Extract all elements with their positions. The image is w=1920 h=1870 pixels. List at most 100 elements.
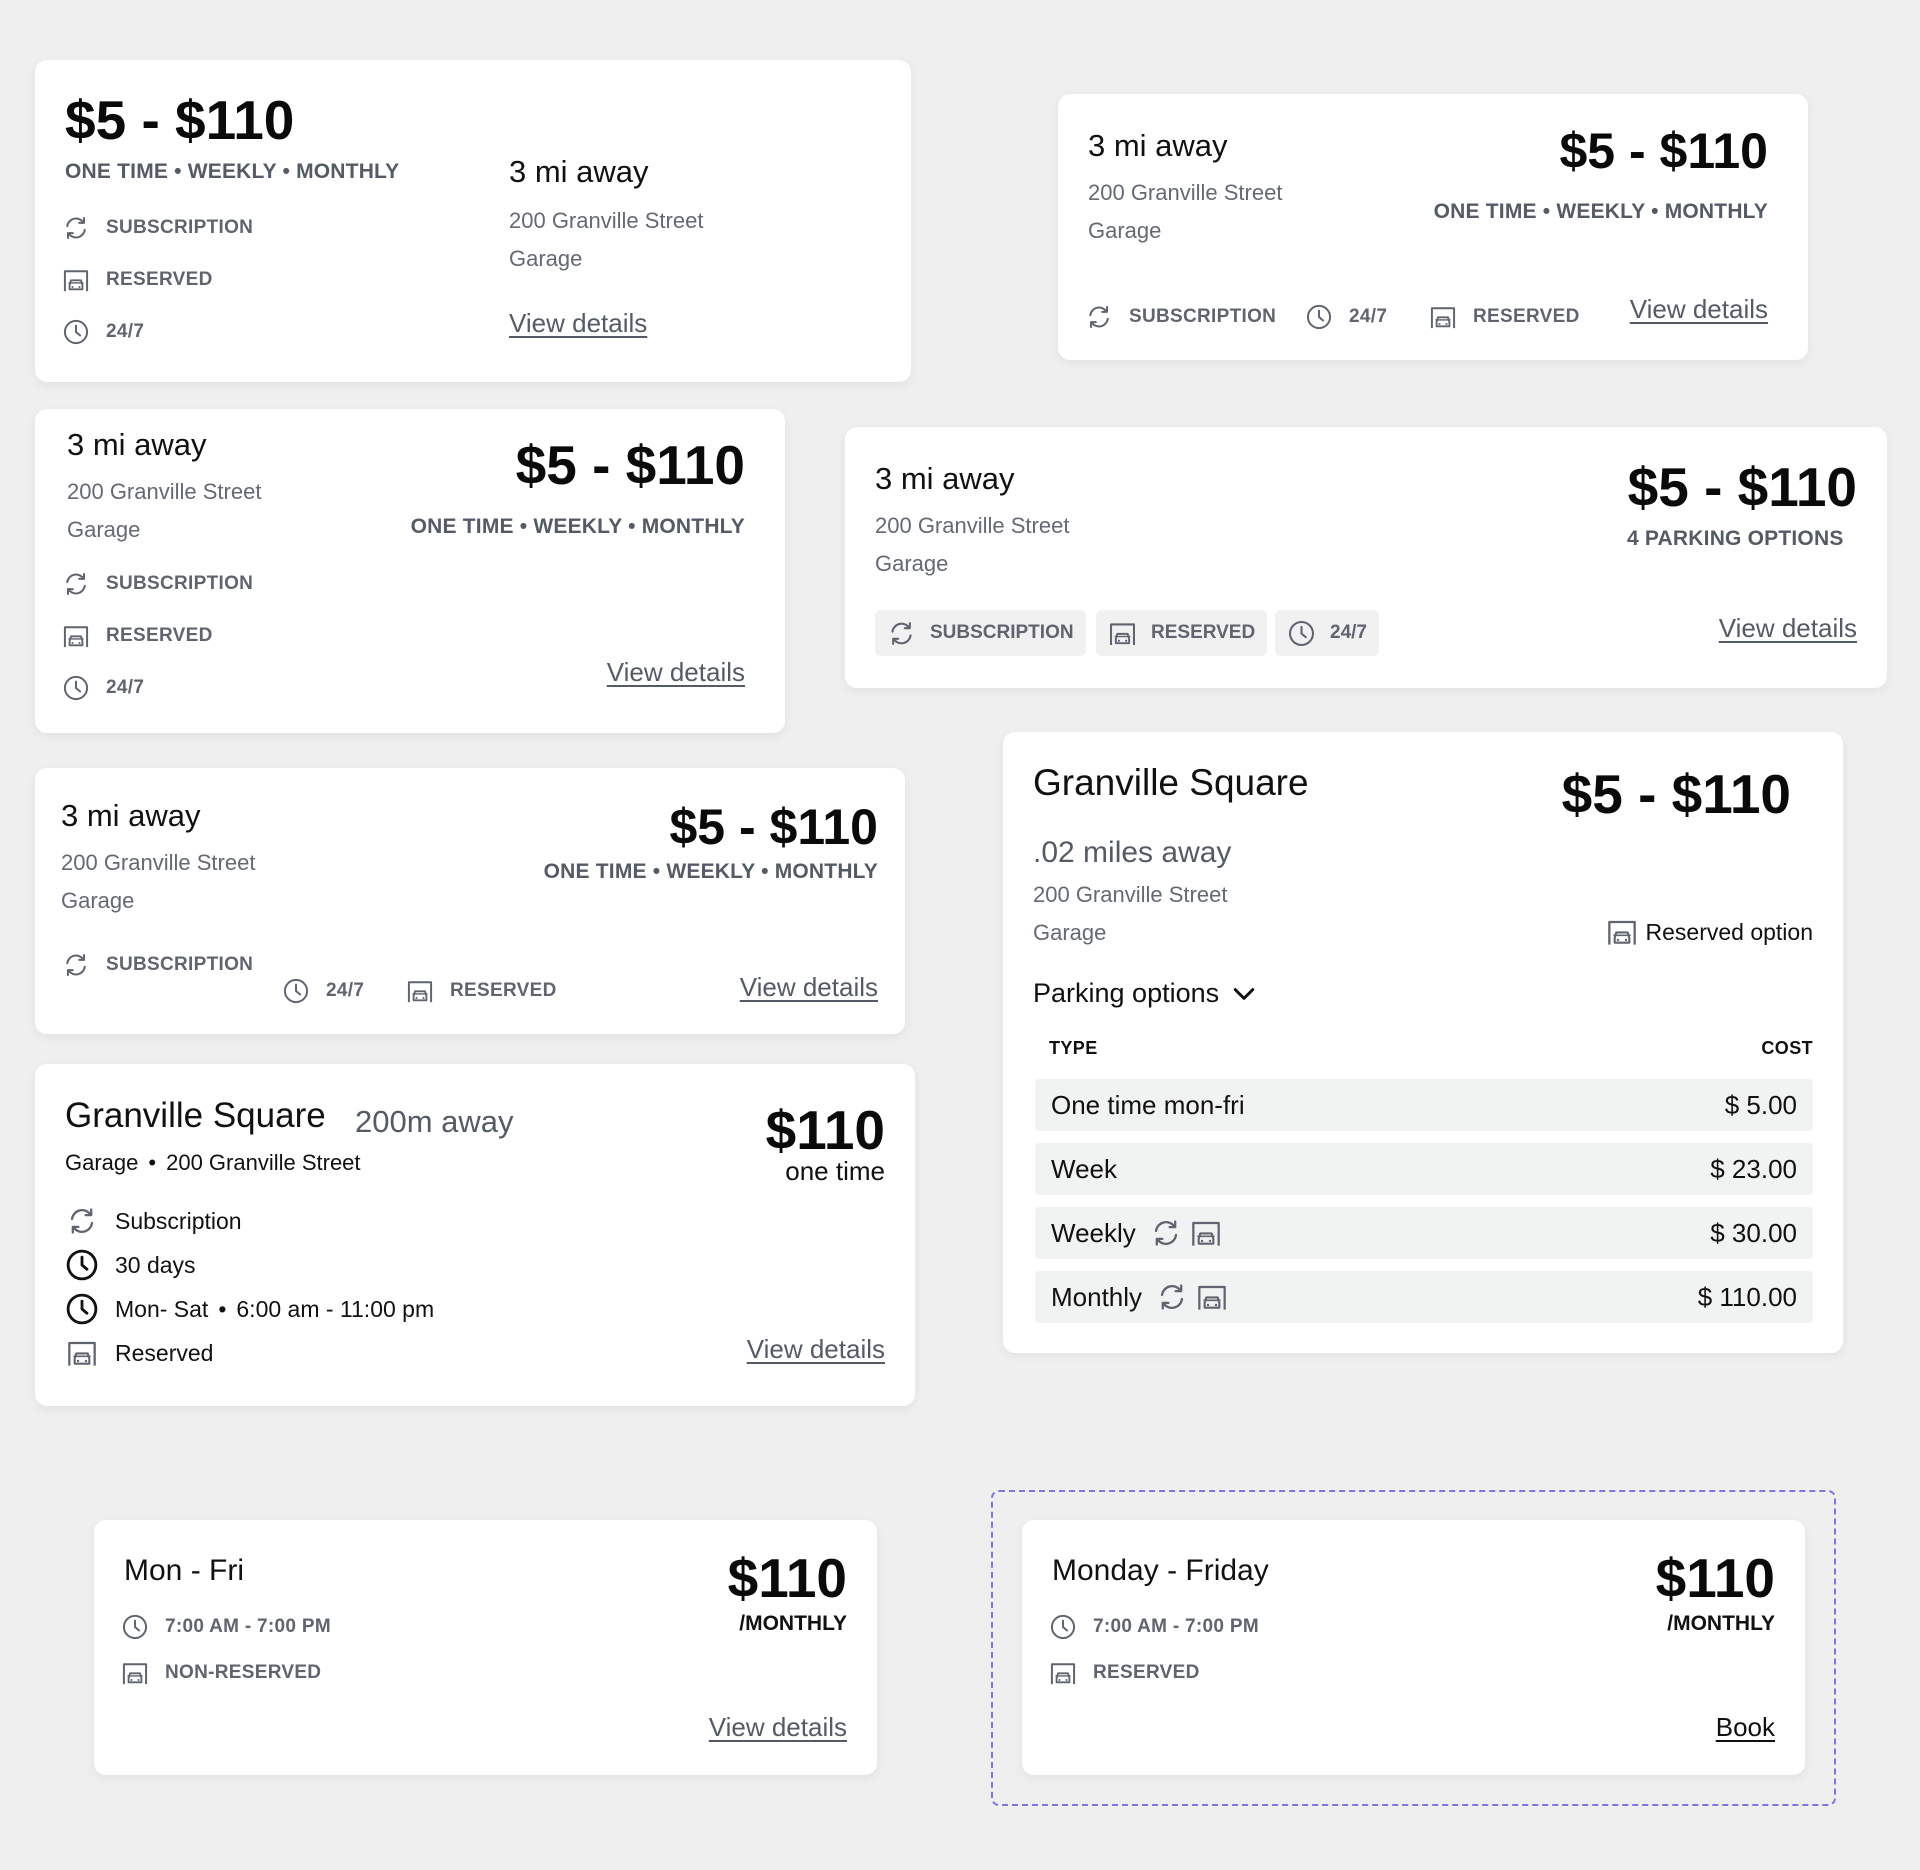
listing-card-detailed[interactable]: Granville Square $5 - $110 .02 miles awa… [1003,732,1843,1353]
option-cost: $ 110.00 [1697,1281,1797,1312]
clock-icon [1048,1612,1077,1641]
table-row[interactable]: Week $ 23.00 [1035,1143,1813,1195]
parking-garage-icon [61,621,90,650]
view-details-link[interactable]: View details [739,972,878,1002]
parking-garage-icon [65,1336,99,1370]
price-range: $5 - $110 [669,799,878,855]
view-details-link[interactable]: View details [708,1712,847,1742]
table-row[interactable]: Monthly $ 110.00 [1035,1271,1813,1323]
parking-garage-icon [1606,916,1638,948]
feature-reserved: RESERVED [1428,302,1580,331]
feature-subscription: SUBSCRIPTION [61,950,253,979]
plan-card-reserved[interactable]: Monday - Friday $110 /MONTHLY 7:00 AM - … [1022,1520,1805,1775]
option-type: One time mon-fri [1051,1089,1245,1120]
feature-hours: 24/7 [1304,302,1387,331]
listing-card-1[interactable]: $5 - $110 ONE TIME • WEEKLY • MONTHLY 3 … [35,60,911,382]
distance: 3 mi away [509,154,649,189]
feature-schedule: Mon- Sat • 6:00 am - 11:00 pm [65,1292,434,1326]
price-range: $5 - $110 [65,89,295,151]
days: Monday - Friday [1052,1554,1269,1587]
facility-type: Garage [509,246,583,271]
parking-garage-icon [1048,1658,1077,1687]
days: Mon - Fri [124,1554,244,1587]
plan-types: ONE TIME • WEEKLY • MONTHLY [543,860,878,883]
refresh-icon [1084,302,1113,331]
feature-hours: 24/7 [61,317,144,346]
refresh-icon [1150,1217,1182,1249]
book-link[interactable]: Book [1715,1712,1775,1742]
refresh-icon [61,213,90,242]
address: 200 Granville Street [67,479,262,504]
feature-reserved: RESERVED [61,621,213,650]
facility-type: Garage [61,888,135,913]
clock-icon [65,1292,99,1326]
price-unit: /MONTHLY [739,1612,847,1635]
clock-icon [120,1612,149,1641]
listing-card-5[interactable]: 3 mi away 200 Granville Street Garage $5… [35,768,905,1034]
refresh-icon [61,569,90,598]
column-header-type: TYPE [1049,1038,1098,1058]
option-type: Weekly [1051,1217,1136,1248]
parking-garage-icon [405,976,434,1005]
option-type: Week [1051,1153,1117,1184]
address: 200 Granville Street [875,513,1070,538]
distance: 3 mi away [1088,128,1228,163]
parking-options-toggle[interactable]: Parking options [1033,978,1259,1009]
parking-garage-icon [1196,1281,1228,1313]
refresh-icon [1156,1281,1188,1313]
listing-card-3[interactable]: 3 mi away 200 Granville Street Garage $5… [35,409,785,733]
selection-outline [991,1490,1836,1806]
feature-reserved: RESERVED [61,265,213,294]
parking-garage-icon [1428,302,1457,331]
chip-subscription: SUBSCRIPTION [875,610,1086,656]
table-row[interactable]: Weekly $ 30.00 [1035,1207,1813,1259]
feature-reserved: RESERVED [405,976,557,1005]
price-unit: one time [785,1156,885,1186]
refresh-icon [61,950,90,979]
address: 200 Granville Street [1088,180,1283,205]
feature-reservation: RESERVED [1048,1658,1200,1687]
clock-icon [65,1248,99,1282]
plan-types: ONE TIME • WEEKLY • MONTHLY [65,160,400,183]
parking-options-count: 4 PARKING OPTIONS [1627,527,1844,550]
view-details-link[interactable]: View details [509,308,648,338]
option-type: Monthly [1051,1281,1143,1312]
option-cost: $ 5.00 [1724,1089,1797,1120]
distance: .02 miles away [1033,836,1232,869]
view-details-link[interactable]: View details [606,657,745,687]
facility-type: Garage [875,551,949,576]
feature-reserved: Reserved [65,1336,213,1370]
feature-subscription: Subscription [65,1204,242,1238]
feature-subscription: SUBSCRIPTION [1084,302,1276,331]
view-details-link[interactable]: View details [1629,294,1768,324]
feature-subscription: SUBSCRIPTION [61,569,253,598]
facility-name: Granville Square [65,1096,326,1135]
view-details-link[interactable]: View details [746,1334,885,1364]
listing-card-7[interactable]: Granville Square 200m away Garage • 200 Gr… [35,1064,915,1406]
clock-icon [1287,619,1316,648]
price-range: $5 - $110 [1561,763,1791,825]
listing-card-4[interactable]: 3 mi away 200 Granville Street Garage $5… [845,427,1887,688]
feature-subscription: SUBSCRIPTION [61,213,253,242]
price: $110 [765,1099,885,1161]
option-cost: $ 23.00 [1710,1153,1797,1184]
plan-types: ONE TIME • WEEKLY • MONTHLY [1433,200,1768,223]
feature-reservation: NON-RESERVED [120,1658,321,1687]
option-cost: $ 30.00 [1710,1217,1797,1248]
price-range: $5 - $110 [1559,123,1768,179]
feature-hours: 7:00 AM - 7:00 PM [120,1612,331,1641]
plan-card-non-reserved[interactable]: Mon - Fri $110 /MONTHLY 7:00 AM - 7:00 P… [94,1520,877,1775]
refresh-icon [65,1204,99,1238]
parking-garage-icon [61,265,90,294]
view-details-link[interactable]: View details [1718,613,1857,643]
parking-garage-icon [1108,619,1137,648]
listing-card-2[interactable]: 3 mi away 200 Granville Street Garage $5… [1058,94,1808,360]
address: 200 Granville Street [509,208,704,233]
table-row[interactable]: One time mon-fri $ 5.00 [1035,1079,1813,1131]
address: 200 Granville Street [61,850,256,875]
clock-icon [1304,302,1333,331]
feature-hours: 24/7 [281,976,364,1005]
feature-duration: 30 days [65,1248,196,1282]
refresh-icon [887,619,916,648]
chip-reserved: RESERVED [1096,610,1268,656]
